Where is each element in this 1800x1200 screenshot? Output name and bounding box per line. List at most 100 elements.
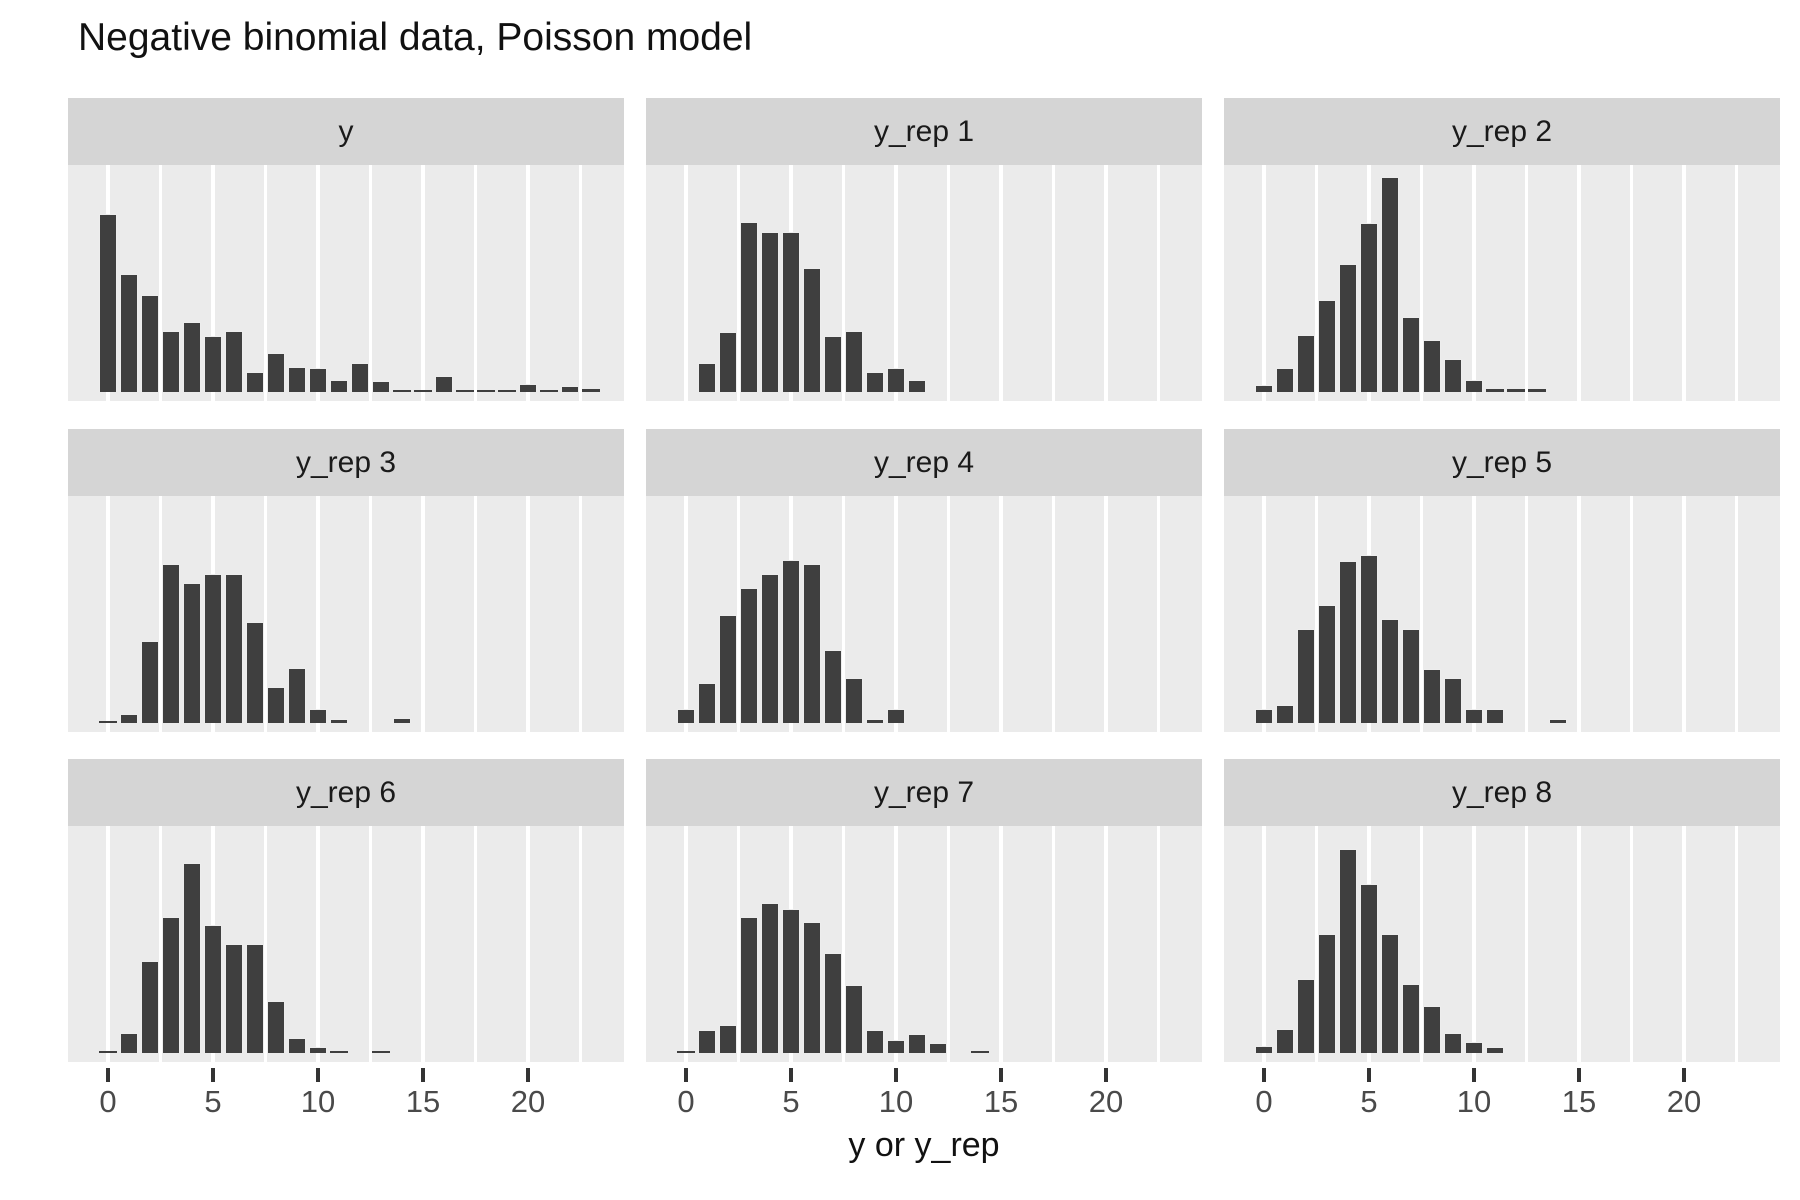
facet-label: y_rep 1: [873, 114, 975, 148]
histogram-bar: [267, 1001, 285, 1053]
x-axis-tick-label: 5: [1360, 1084, 1378, 1119]
histogram-bar: [1486, 709, 1504, 723]
histogram-bar: [1360, 884, 1378, 1053]
facet-label: y_rep 6: [295, 775, 397, 809]
histogram-bar: [1360, 223, 1378, 392]
panel-gridline: [1735, 165, 1738, 401]
histogram-bar: [803, 268, 821, 392]
histogram-bar: [183, 863, 201, 1053]
x-axis-tick-label: 10: [878, 1084, 914, 1119]
histogram-bar: [887, 709, 905, 723]
panel-gridline: [264, 165, 267, 401]
panel-gridline: [1472, 496, 1476, 732]
histogram-bar: [414, 390, 432, 392]
x-axis-tick-mark: [211, 1068, 215, 1082]
x-axis-tick-label: 5: [782, 1084, 800, 1119]
panel-gridline: [1735, 496, 1738, 732]
histogram-bar: [719, 332, 737, 392]
panel-gridline: [894, 826, 898, 1062]
histogram-bar: [866, 372, 884, 392]
histogram-bar: [372, 1051, 390, 1053]
histogram-bar: [761, 903, 779, 1053]
histogram-bar: [99, 721, 117, 723]
facet-strip: y_rep 8: [1224, 759, 1780, 826]
histogram-bar: [1465, 380, 1483, 392]
x-axis-tick-label: 10: [1456, 1084, 1492, 1119]
x-axis-tick-label: 20: [1666, 1084, 1702, 1119]
x-axis-tick-label: 5: [204, 1084, 222, 1119]
histogram-bar: [845, 985, 863, 1053]
histogram-bar: [1507, 389, 1525, 392]
facet-strip: y_rep 2: [1224, 98, 1780, 165]
facet-panel: [1224, 826, 1780, 1062]
facet-panel: [1224, 165, 1780, 401]
panel-gridline: [1315, 826, 1318, 1062]
histogram-bar: [246, 944, 264, 1053]
histogram-bar: [1444, 359, 1462, 392]
x-axis-tick-label: 0: [99, 1084, 117, 1119]
histogram-bar: [99, 1051, 117, 1053]
x-axis-tick-label: 15: [405, 1084, 441, 1119]
histogram-bar: [1276, 705, 1294, 723]
panel-gridline: [1577, 165, 1581, 401]
histogram-bar: [1255, 385, 1273, 392]
facet-panel: [68, 496, 624, 732]
histogram-bar: [267, 687, 285, 723]
histogram-bar: [309, 368, 327, 392]
histogram-bar: [1339, 561, 1357, 723]
panel-gridline: [1577, 826, 1581, 1062]
x-axis-tick-label: 15: [1561, 1084, 1597, 1119]
x-axis-tick-label: 15: [983, 1084, 1019, 1119]
panel-gridline: [579, 165, 582, 401]
x-axis-tick-label: 10: [300, 1084, 336, 1119]
histogram-bar: [288, 1038, 306, 1053]
histogram-bar: [1318, 605, 1336, 723]
panel-gridline: [316, 826, 320, 1062]
histogram-bar: [1255, 709, 1273, 723]
histogram-bar: [1276, 368, 1294, 392]
panel-gridline: [1052, 496, 1055, 732]
histogram-bar: [1402, 629, 1420, 723]
histogram-bar: [1381, 619, 1399, 723]
histogram-bar: [1276, 1029, 1294, 1053]
histogram-bar: [719, 1025, 737, 1053]
panel-gridline: [316, 496, 320, 732]
facet-strip: y_rep 3: [68, 429, 624, 496]
histogram-bar: [246, 622, 264, 723]
panel-gridline: [894, 496, 898, 732]
histogram-bar: [1486, 389, 1504, 392]
panel-gridline: [211, 165, 215, 401]
panel-gridline: [1735, 826, 1738, 1062]
histogram-bar: [1381, 934, 1399, 1053]
histogram-bar: [1360, 555, 1378, 723]
panel-gridline: [526, 496, 530, 732]
panel-gridline: [1525, 496, 1528, 732]
histogram-bar: [246, 372, 264, 392]
histogram-bar: [929, 1043, 947, 1053]
panel-gridline: [421, 496, 425, 732]
histogram-bar: [1465, 709, 1483, 723]
panel-gridline: [579, 826, 582, 1062]
histogram-bar: [866, 719, 884, 723]
histogram-bar: [1465, 1042, 1483, 1053]
panel-gridline: [1682, 826, 1686, 1062]
histogram-bar: [1255, 1046, 1273, 1053]
panel-gridline: [1682, 165, 1686, 401]
histogram-bar: [393, 718, 411, 723]
x-axis-tick-mark: [526, 1068, 530, 1082]
histogram-bar: [393, 390, 411, 392]
panel-gridline: [159, 165, 162, 401]
x-axis-title: y or y_rep: [848, 1126, 1000, 1164]
panel-gridline: [421, 165, 425, 401]
facet-strip: y_rep 1: [646, 98, 1202, 165]
panel-gridline: [1104, 826, 1108, 1062]
histogram-bar: [782, 560, 800, 723]
histogram-bar: [887, 1040, 905, 1053]
panel-gridline: [1525, 165, 1528, 401]
histogram-bar: [498, 390, 516, 392]
histogram-bar: [782, 232, 800, 392]
histogram-bar: [288, 367, 306, 392]
histogram-bar: [698, 1030, 716, 1053]
x-axis-tick-mark: [999, 1068, 1003, 1082]
panel-gridline: [1420, 496, 1423, 732]
